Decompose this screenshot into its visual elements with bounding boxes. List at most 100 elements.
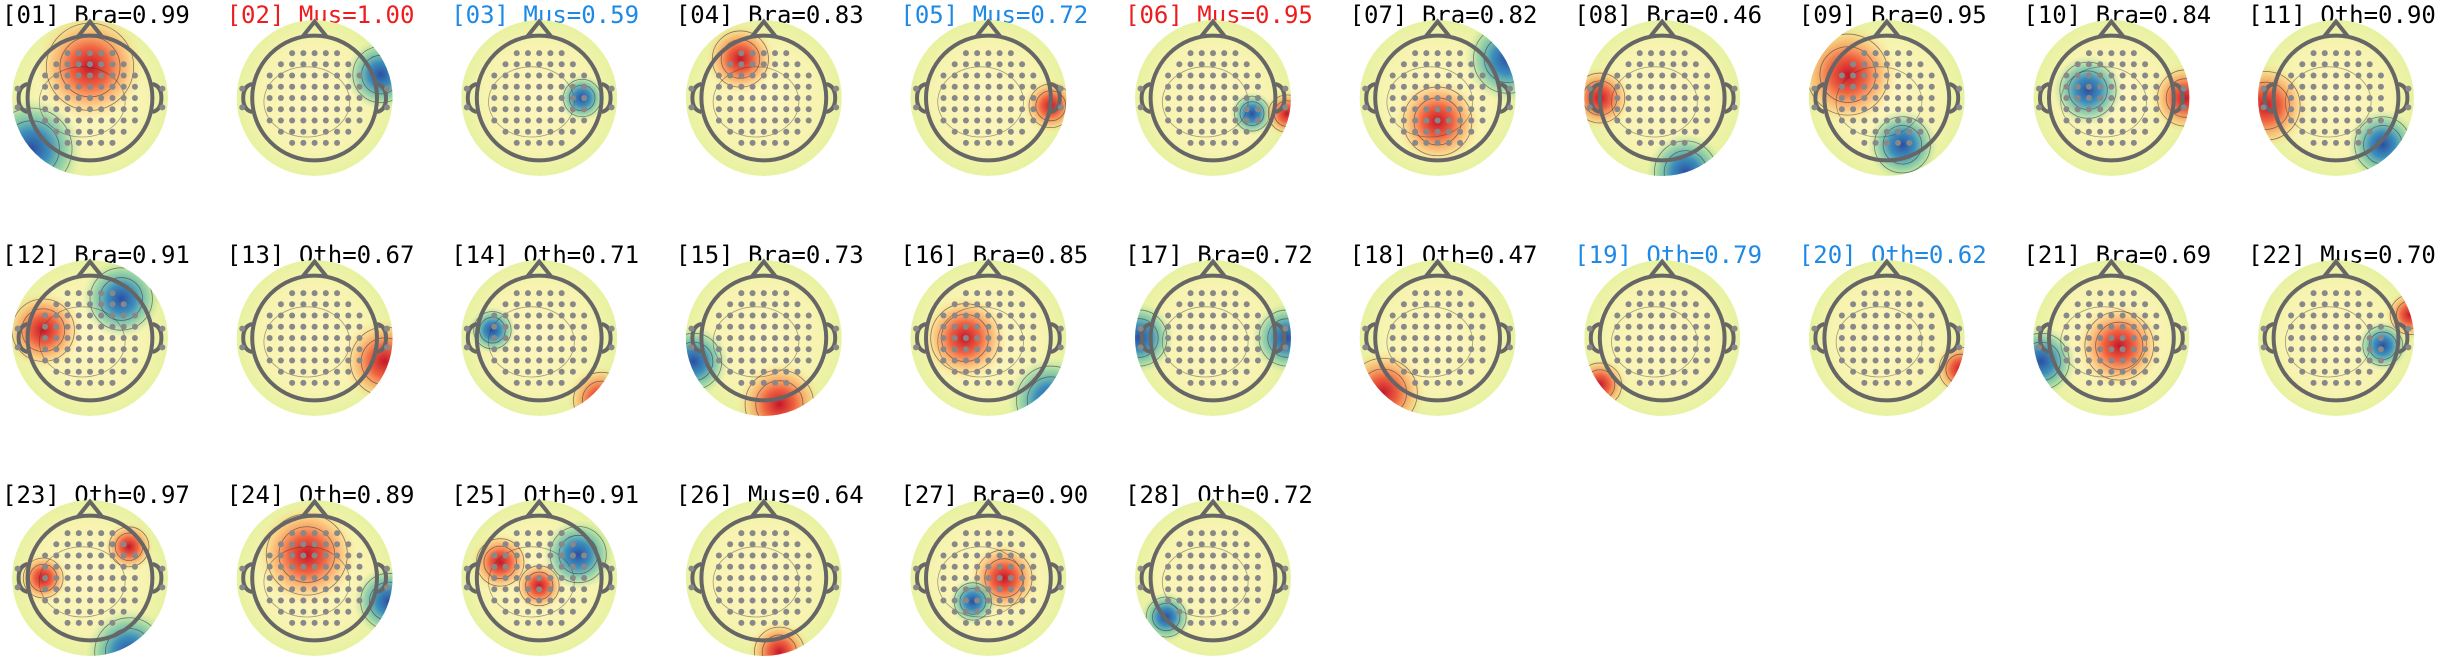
electrode [1019, 586, 1026, 593]
nose [974, 258, 1002, 278]
electrode [974, 608, 981, 615]
electrode [749, 552, 756, 559]
electrode [2130, 346, 2137, 353]
electrode [833, 344, 840, 351]
electrode [940, 346, 947, 353]
electrode [962, 541, 969, 548]
electrode [1647, 83, 1654, 90]
electrode [1007, 312, 1014, 319]
electrode [53, 586, 60, 593]
electrode [1198, 323, 1205, 330]
electrode [277, 552, 284, 559]
electrode [772, 530, 779, 537]
electrode [1434, 106, 1441, 113]
electrode [1872, 128, 1879, 135]
electrode [738, 106, 745, 113]
electrode [1928, 346, 1935, 353]
electrode [1198, 368, 1205, 375]
electrode [962, 552, 969, 559]
electrode [738, 586, 745, 593]
electrode [1030, 357, 1037, 364]
electrode [120, 335, 127, 341]
electrode [1210, 597, 1216, 604]
electrode [98, 106, 105, 113]
contour [573, 371, 618, 416]
electrode [1221, 608, 1228, 615]
component: [19] Oth=0.79 [1574, 241, 1762, 416]
electrode [974, 597, 981, 604]
electrode [1704, 117, 1711, 124]
electrode [569, 83, 576, 90]
electrode [334, 323, 341, 330]
electrode [760, 619, 767, 626]
component: [23] Oth=0.97 [2, 481, 190, 656]
electrode [1221, 563, 1228, 570]
ear-left [16, 82, 29, 114]
electrode [1625, 335, 1632, 341]
electrode [783, 552, 790, 559]
head-outline [474, 513, 604, 643]
electrode [772, 117, 779, 124]
electrode [2130, 61, 2137, 68]
nose [1873, 18, 1901, 38]
electrode [1872, 357, 1879, 364]
electrode [1198, 83, 1205, 90]
electrode [1872, 323, 1879, 330]
topomap-blob [2052, 55, 2124, 126]
electrode [1412, 128, 1419, 135]
electrode [1861, 61, 1868, 68]
electrode [558, 139, 565, 146]
electrode [794, 368, 801, 375]
contour [1026, 376, 1067, 416]
electrode [383, 584, 390, 591]
electrode [1906, 301, 1913, 308]
electrode [1412, 379, 1419, 386]
electrode [2310, 139, 2317, 146]
ear-left [1813, 82, 1825, 114]
electrode [2299, 83, 2306, 90]
electrode [75, 586, 82, 593]
electrode [1445, 72, 1452, 79]
electrode [1850, 301, 1857, 308]
electrode [322, 83, 329, 90]
electrode [1282, 104, 1289, 111]
electrode [356, 323, 363, 330]
electrode [1210, 530, 1216, 537]
electrode [98, 368, 105, 375]
electrode [2142, 301, 2149, 308]
electrode [951, 563, 958, 570]
electrode [1165, 312, 1172, 319]
electrode [159, 104, 166, 111]
electrode [1210, 290, 1216, 297]
electrode [53, 323, 60, 330]
topomap [2033, 20, 2190, 176]
electrode [913, 344, 920, 351]
electrode [1692, 335, 1699, 341]
electrode [87, 368, 93, 375]
electrode [536, 72, 543, 79]
electrode [760, 106, 767, 113]
electrode [2097, 50, 2104, 57]
electrode [760, 61, 767, 68]
electrode [1872, 117, 1879, 124]
electrode [974, 50, 981, 57]
contour [1584, 72, 1626, 124]
electrode [334, 541, 341, 548]
electrode [688, 325, 695, 332]
ear-right [151, 562, 164, 594]
ear-left [1139, 562, 1152, 594]
electrode [1412, 301, 1419, 308]
electrode [805, 563, 812, 570]
electrode [547, 335, 554, 341]
electrode [1692, 72, 1699, 79]
electrode [1232, 83, 1239, 90]
electrode [688, 584, 695, 591]
electrode [962, 586, 969, 593]
electrode [1210, 368, 1216, 375]
electrode [14, 85, 21, 92]
electrode [547, 563, 554, 570]
electrode [1681, 83, 1688, 90]
electrode [1468, 335, 1475, 341]
electrode [239, 325, 246, 332]
electrode [1389, 335, 1396, 341]
